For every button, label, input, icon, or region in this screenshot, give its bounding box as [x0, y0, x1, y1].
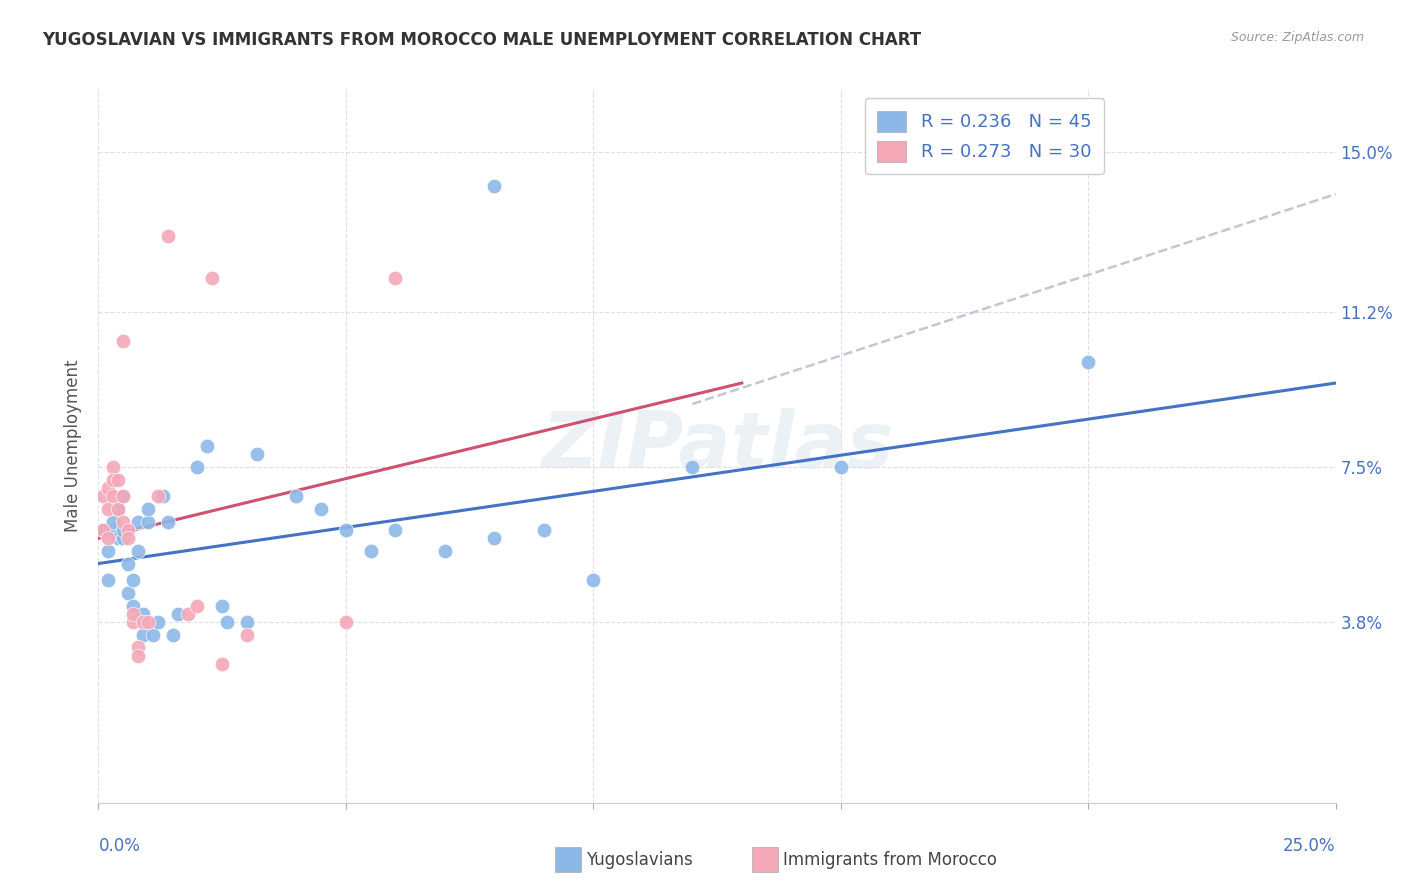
- Point: [112, 532, 135, 546]
- Point: [132, 607, 155, 621]
- Point: [146, 615, 169, 630]
- Point: [533, 523, 555, 537]
- Point: [484, 532, 506, 546]
- Point: [112, 523, 135, 537]
- Point: [217, 615, 239, 630]
- Point: [127, 515, 149, 529]
- Y-axis label: Male Unemployment: Male Unemployment: [65, 359, 83, 533]
- Legend: R = 0.236   N = 45, R = 0.273   N = 30: R = 0.236 N = 45, R = 0.273 N = 30: [865, 98, 1104, 174]
- Point: [152, 489, 174, 503]
- Point: [162, 628, 184, 642]
- Point: [582, 574, 605, 588]
- Point: [93, 489, 115, 503]
- Text: YUGOSLAVIAN VS IMMIGRANTS FROM MOROCCO MALE UNEMPLOYMENT CORRELATION CHART: YUGOSLAVIAN VS IMMIGRANTS FROM MOROCCO M…: [42, 31, 921, 49]
- Point: [176, 607, 198, 621]
- Point: [136, 615, 159, 630]
- Point: [433, 544, 456, 558]
- Point: [132, 628, 155, 642]
- Point: [211, 599, 233, 613]
- Point: [166, 607, 188, 621]
- Point: [117, 557, 139, 571]
- Point: [103, 523, 125, 537]
- Text: 0.0%: 0.0%: [98, 837, 141, 855]
- Point: [122, 574, 145, 588]
- Text: Source: ZipAtlas.com: Source: ZipAtlas.com: [1230, 31, 1364, 45]
- Point: [156, 515, 179, 529]
- Point: [107, 473, 129, 487]
- Point: [107, 502, 129, 516]
- Point: [93, 523, 115, 537]
- Point: [122, 599, 145, 613]
- Point: [484, 178, 506, 193]
- Point: [97, 574, 120, 588]
- Text: 25.0%: 25.0%: [1284, 837, 1336, 855]
- Point: [186, 599, 208, 613]
- Point: [309, 502, 332, 516]
- Point: [107, 502, 129, 516]
- Point: [103, 515, 125, 529]
- Point: [335, 615, 357, 630]
- Point: [360, 544, 382, 558]
- Point: [195, 439, 218, 453]
- Point: [1077, 355, 1099, 369]
- Point: [142, 628, 165, 642]
- Point: [285, 489, 308, 503]
- Point: [156, 229, 179, 244]
- Point: [117, 586, 139, 600]
- Point: [122, 607, 145, 621]
- Point: [112, 334, 135, 348]
- Point: [117, 532, 139, 546]
- Text: Immigrants from Morocco: Immigrants from Morocco: [783, 851, 997, 869]
- Point: [136, 502, 159, 516]
- Point: [97, 481, 120, 495]
- Point: [211, 657, 233, 672]
- Point: [107, 532, 129, 546]
- Point: [117, 523, 139, 537]
- Point: [335, 523, 357, 537]
- Text: ZIPatlas: ZIPatlas: [541, 408, 893, 484]
- Point: [136, 515, 159, 529]
- Text: Yugoslavians: Yugoslavians: [586, 851, 693, 869]
- Point: [97, 532, 120, 546]
- Point: [186, 460, 208, 475]
- Point: [384, 523, 406, 537]
- Point: [127, 640, 149, 655]
- Point: [830, 460, 852, 475]
- Point: [132, 615, 155, 630]
- Point: [103, 460, 125, 475]
- Point: [112, 489, 135, 503]
- Point: [127, 648, 149, 663]
- Point: [146, 489, 169, 503]
- Point: [103, 473, 125, 487]
- Point: [201, 271, 224, 285]
- Point: [93, 523, 115, 537]
- Point: [236, 615, 259, 630]
- Point: [112, 515, 135, 529]
- Point: [97, 544, 120, 558]
- Point: [246, 447, 269, 461]
- Point: [681, 460, 703, 475]
- Point: [112, 489, 135, 503]
- Point: [236, 628, 259, 642]
- Point: [122, 615, 145, 630]
- Point: [127, 544, 149, 558]
- Point: [384, 271, 406, 285]
- Point: [97, 502, 120, 516]
- Point: [103, 489, 125, 503]
